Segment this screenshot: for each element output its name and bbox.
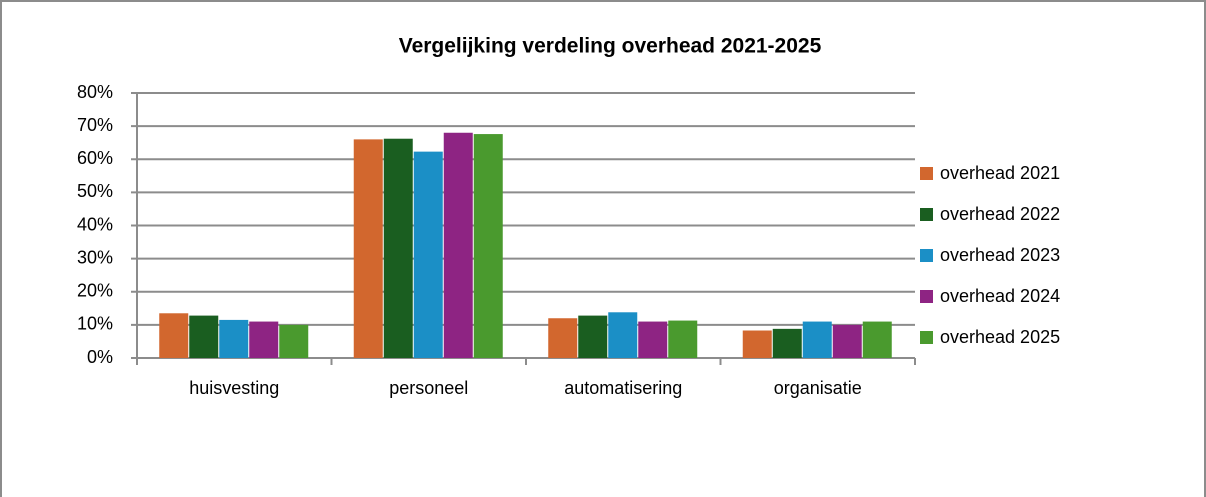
x-tick-label: organisatie bbox=[774, 378, 862, 398]
bar bbox=[802, 321, 832, 358]
legend-swatch bbox=[920, 208, 933, 221]
bar bbox=[668, 320, 698, 358]
bar bbox=[578, 315, 608, 358]
legend-swatch bbox=[920, 249, 933, 262]
bar bbox=[742, 330, 772, 358]
legend-swatch bbox=[920, 331, 933, 344]
legend-label: overhead 2022 bbox=[940, 204, 1060, 224]
bar bbox=[772, 328, 802, 358]
y-tick-label: 50% bbox=[77, 181, 113, 201]
y-tick-label: 30% bbox=[77, 247, 113, 267]
bar bbox=[608, 312, 638, 358]
legend-label: overhead 2023 bbox=[940, 245, 1060, 265]
y-tick-label: 20% bbox=[77, 281, 113, 301]
x-tick-label: huisvesting bbox=[189, 378, 279, 398]
bar bbox=[862, 321, 892, 358]
y-tick-label: 10% bbox=[77, 314, 113, 334]
bar bbox=[473, 134, 503, 358]
y-tick-label: 70% bbox=[77, 115, 113, 135]
chart-title: Vergelijking verdeling overhead 2021-202… bbox=[399, 35, 822, 58]
legend-label: overhead 2025 bbox=[940, 327, 1060, 347]
x-tick-label: personeel bbox=[389, 378, 468, 398]
bar bbox=[219, 319, 249, 358]
bar bbox=[383, 138, 413, 358]
x-tick-label: automatisering bbox=[564, 378, 682, 398]
bar bbox=[638, 321, 668, 358]
y-tick-label: 80% bbox=[77, 82, 113, 102]
bar bbox=[413, 151, 443, 358]
bar bbox=[832, 324, 862, 358]
legend-swatch bbox=[920, 290, 933, 303]
legend-swatch bbox=[920, 167, 933, 180]
bar bbox=[443, 132, 473, 358]
bar bbox=[249, 321, 279, 358]
y-tick-label: 40% bbox=[77, 214, 113, 234]
bar bbox=[159, 313, 189, 358]
bar bbox=[189, 315, 219, 358]
legend-label: overhead 2024 bbox=[940, 286, 1060, 306]
y-tick-label: 0% bbox=[87, 347, 113, 367]
y-tick-label: 60% bbox=[77, 148, 113, 168]
bar bbox=[353, 139, 383, 358]
bar bbox=[279, 324, 309, 358]
legend-label: overhead 2021 bbox=[940, 163, 1060, 183]
bar bbox=[548, 318, 578, 358]
